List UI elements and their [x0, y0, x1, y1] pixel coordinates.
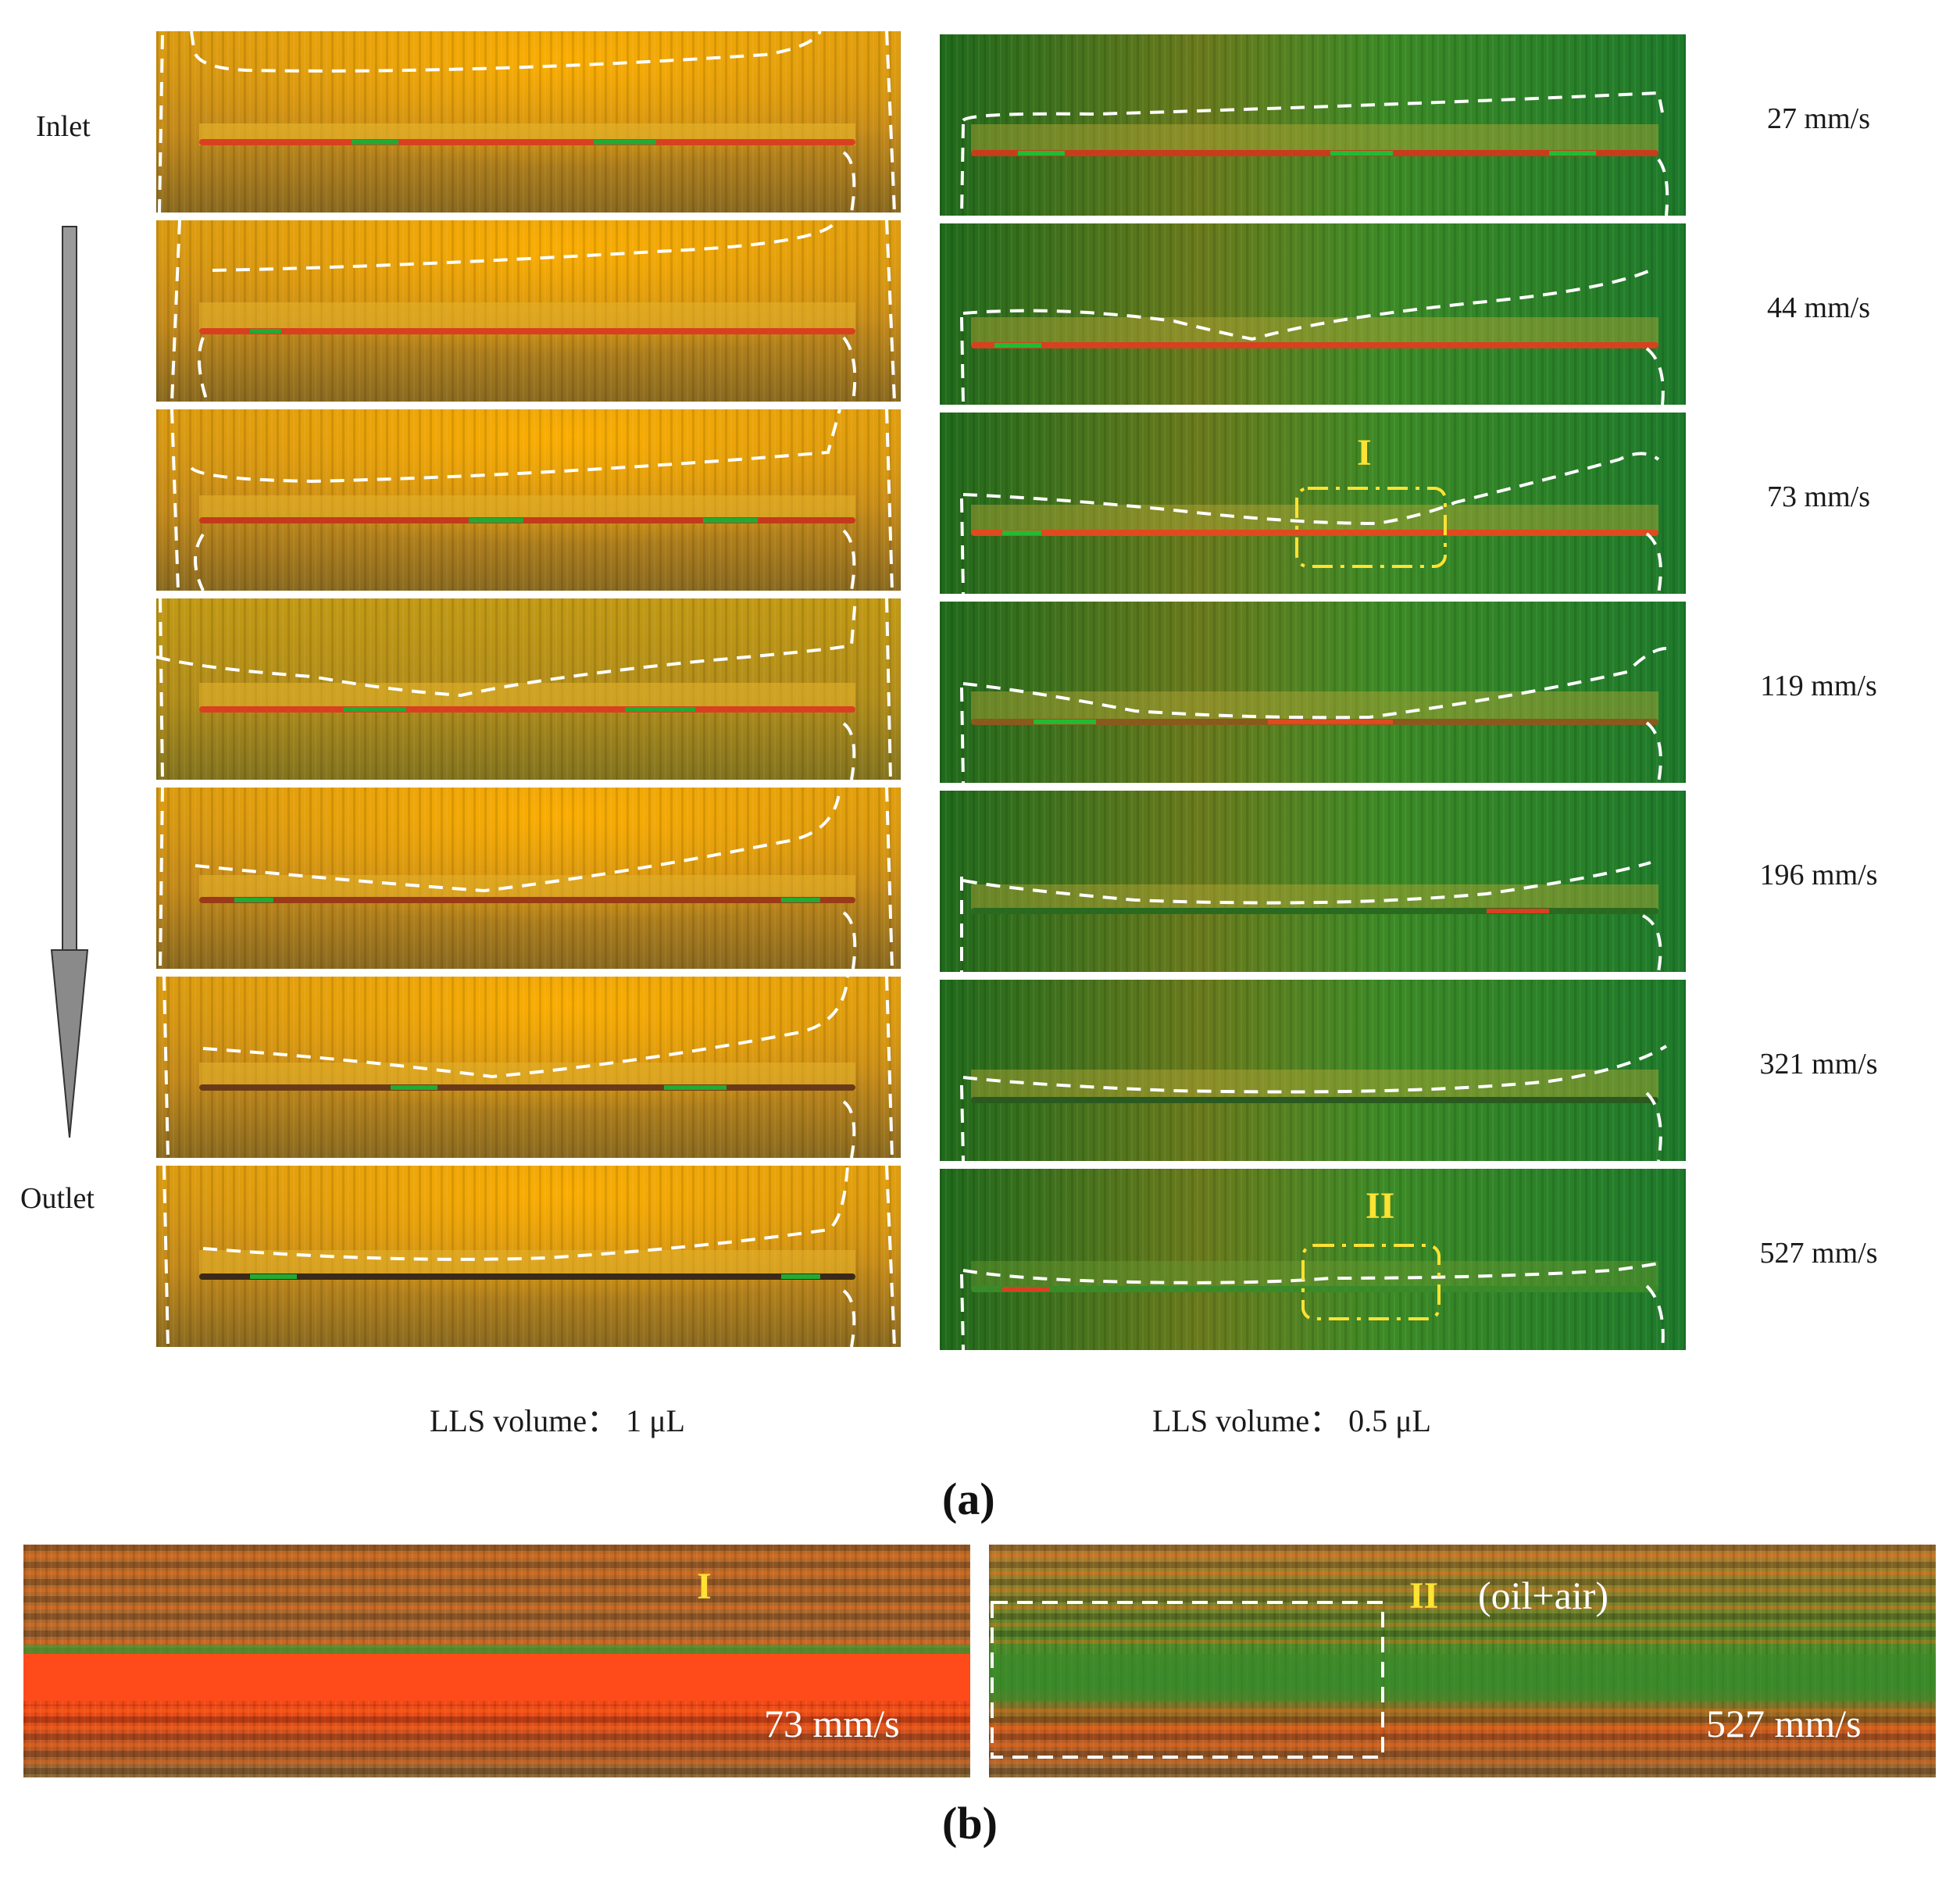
caption-a: (a) [942, 1474, 995, 1524]
zoom-panel-left: I 73 mm/s [23, 1545, 970, 1777]
caption-b: (b) [942, 1798, 998, 1849]
zoom-speed-left: 73 mm/s [764, 1702, 900, 1745]
speed-label: 119 mm/s [1760, 670, 1877, 702]
panel-right-196 [940, 791, 1686, 972]
inlet-label: Inlet [36, 110, 91, 143]
panel-left-196 [156, 788, 901, 969]
panel-left-321 [156, 977, 901, 1158]
region-marker-1: I [1357, 432, 1372, 473]
panel-left-27 [156, 31, 901, 213]
zoom-speed-right: 527 mm/s [1706, 1702, 1862, 1745]
speed-label: 27 mm/s [1767, 102, 1870, 135]
oil-air-note: (oil+air) [1478, 1574, 1609, 1617]
panel-right-27 [940, 34, 1686, 216]
volume-label-left: LLS volume： 1 μL [430, 1403, 685, 1438]
speed-label: 44 mm/s [1767, 291, 1870, 324]
flow-direction-arrow [50, 226, 89, 1138]
panel-right-119 [940, 602, 1686, 783]
panel-right-73: I [940, 413, 1686, 594]
speed-label: 527 mm/s [1759, 1237, 1878, 1270]
panel-left-44 [156, 220, 901, 402]
region-marker-2: II [1366, 1185, 1395, 1227]
speed-label: 73 mm/s [1767, 480, 1870, 513]
outlet-label: Outlet [20, 1182, 95, 1215]
panel-left-527 [156, 1166, 901, 1347]
panel-right-44 [940, 223, 1686, 405]
panel-left-119 [156, 598, 901, 780]
speed-label: 321 mm/s [1759, 1048, 1878, 1081]
region-marker-2-zoom: II [1409, 1575, 1439, 1616]
zoom-panel-right: II (oil+air) 527 mm/s [989, 1545, 1936, 1777]
volume-label-right: LLS volume： 0.5 μL [1152, 1403, 1431, 1438]
panel-left-73 [156, 409, 901, 591]
panel-right-527: II [940, 1169, 1686, 1350]
panel-right-321 [940, 980, 1686, 1161]
speed-label: 196 mm/s [1759, 859, 1878, 891]
region-marker-1-zoom: I [697, 1566, 712, 1607]
